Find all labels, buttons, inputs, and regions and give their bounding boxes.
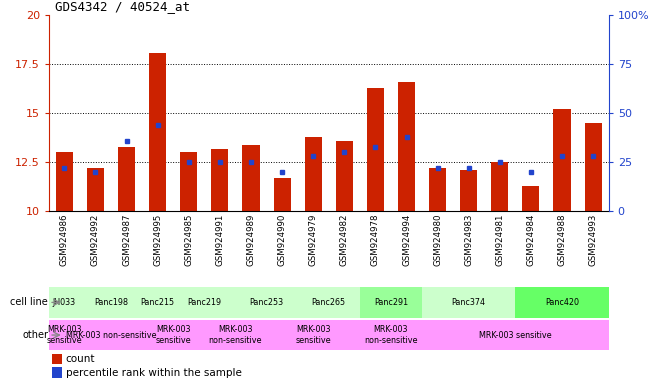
Text: GSM924988: GSM924988 — [557, 214, 566, 266]
Text: GSM924990: GSM924990 — [277, 214, 286, 266]
Bar — [51, 367, 62, 378]
Bar — [422, 320, 609, 350]
Text: GSM924986: GSM924986 — [60, 214, 69, 266]
Text: Panc198: Panc198 — [94, 298, 128, 307]
Text: Panc253: Panc253 — [249, 298, 284, 307]
Text: Panc420: Panc420 — [545, 298, 579, 307]
Text: GSM924987: GSM924987 — [122, 214, 131, 266]
Bar — [149, 53, 166, 211]
Bar — [305, 137, 322, 211]
Text: GSM924979: GSM924979 — [309, 214, 318, 266]
Bar — [212, 149, 229, 211]
Text: MRK-003
non-sensitive: MRK-003 non-sensitive — [209, 325, 262, 345]
Bar — [460, 170, 477, 211]
Text: Panc215: Panc215 — [141, 298, 174, 307]
Text: GSM924982: GSM924982 — [340, 214, 349, 266]
Text: GSM924984: GSM924984 — [527, 214, 535, 266]
Bar — [429, 168, 446, 211]
Bar — [367, 88, 384, 211]
Bar — [242, 145, 260, 211]
Text: GSM924993: GSM924993 — [589, 214, 598, 266]
Bar — [398, 82, 415, 211]
Bar — [585, 123, 602, 211]
Bar — [273, 178, 290, 211]
Bar — [80, 320, 142, 350]
Bar — [56, 152, 73, 211]
Bar — [80, 287, 142, 318]
Bar — [118, 147, 135, 211]
Text: other: other — [22, 330, 48, 340]
Text: Panc374: Panc374 — [452, 298, 486, 307]
Text: GSM924995: GSM924995 — [153, 214, 162, 266]
Bar — [266, 320, 360, 350]
Text: Panc219: Panc219 — [187, 298, 221, 307]
Bar — [298, 287, 360, 318]
Bar — [142, 287, 173, 318]
Text: GSM924989: GSM924989 — [247, 214, 255, 266]
Bar — [49, 287, 80, 318]
Text: GDS4342 / 40524_at: GDS4342 / 40524_at — [55, 0, 190, 13]
Text: MRK-003
sensitive: MRK-003 sensitive — [156, 325, 191, 345]
Bar — [236, 287, 298, 318]
Text: GSM924994: GSM924994 — [402, 214, 411, 266]
Text: MRK-003
sensitive: MRK-003 sensitive — [296, 325, 331, 345]
Bar — [422, 287, 516, 318]
Bar — [87, 168, 104, 211]
Bar — [204, 320, 266, 350]
Text: MRK-003 non-sensitive: MRK-003 non-sensitive — [66, 331, 156, 339]
Bar — [142, 320, 204, 350]
Text: MRK-003
non-sensitive: MRK-003 non-sensitive — [364, 325, 418, 345]
Text: GSM924985: GSM924985 — [184, 214, 193, 266]
Text: GSM924992: GSM924992 — [91, 214, 100, 266]
Text: GSM924978: GSM924978 — [371, 214, 380, 266]
Text: JH033: JH033 — [53, 298, 76, 307]
Bar — [180, 152, 197, 211]
Text: GSM924980: GSM924980 — [433, 214, 442, 266]
Bar — [492, 162, 508, 211]
Bar — [360, 287, 422, 318]
Text: count: count — [66, 354, 95, 364]
Text: cell line: cell line — [10, 297, 48, 308]
Bar — [49, 320, 80, 350]
Bar — [516, 287, 609, 318]
Text: Panc291: Panc291 — [374, 298, 408, 307]
Bar — [51, 354, 62, 364]
Text: percentile rank within the sample: percentile rank within the sample — [66, 367, 242, 378]
Text: MRK-003 sensitive: MRK-003 sensitive — [479, 331, 551, 339]
Text: GSM924981: GSM924981 — [495, 214, 505, 266]
Text: GSM924983: GSM924983 — [464, 214, 473, 266]
Bar — [522, 186, 540, 211]
Text: Panc265: Panc265 — [312, 298, 346, 307]
Text: MRK-003
sensitive: MRK-003 sensitive — [47, 325, 82, 345]
Text: GSM924991: GSM924991 — [215, 214, 225, 266]
Bar — [360, 320, 422, 350]
Bar — [173, 287, 236, 318]
Bar — [553, 109, 570, 211]
Bar — [336, 141, 353, 211]
